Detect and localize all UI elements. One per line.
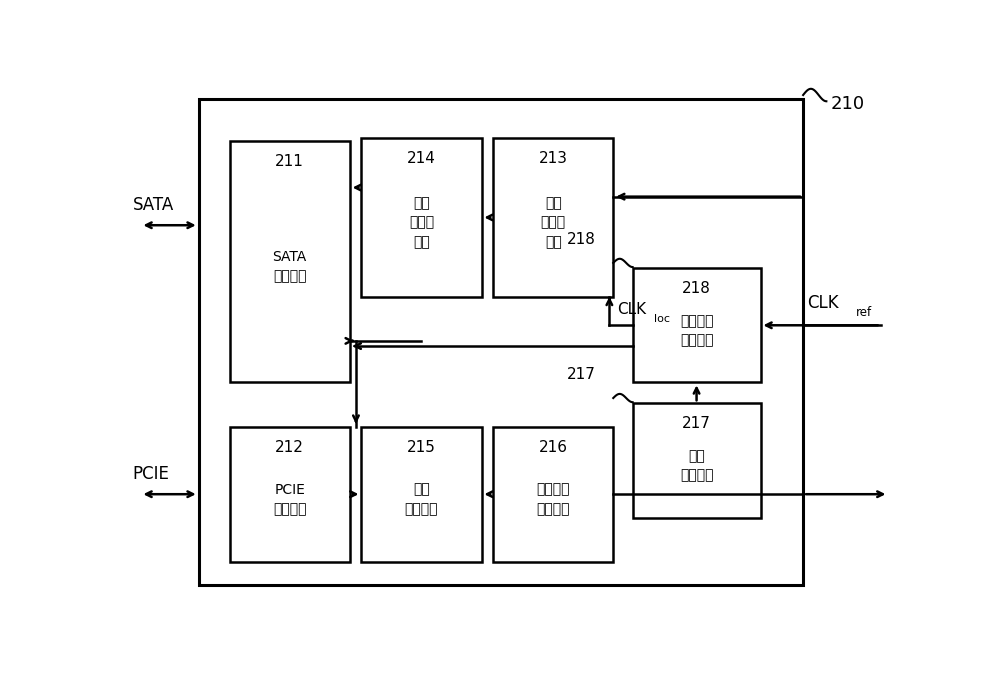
Text: 并行
转串行
模块: 并行 转串行 模块 [541, 196, 566, 249]
Text: 217: 217 [567, 367, 596, 382]
Text: ref: ref [856, 306, 872, 319]
Bar [633, 268, 761, 383]
Text: PCIE
物理接口: PCIE 物理接口 [273, 483, 306, 516]
Bar [361, 427, 482, 562]
Text: 214: 214 [407, 151, 436, 166]
Bar [230, 427, 350, 562]
Text: SATA: SATA [133, 196, 174, 214]
Text: CLK: CLK [807, 294, 839, 313]
Bar [633, 403, 761, 518]
Text: 211: 211 [275, 154, 304, 169]
Text: 模拟
接收模块: 模拟 接收模块 [405, 483, 438, 516]
Bar [361, 138, 482, 297]
Text: 本地时钟
产生模块: 本地时钟 产生模块 [680, 314, 713, 347]
Text: 数据时钟
恢复模块: 数据时钟 恢复模块 [536, 483, 570, 516]
Text: 发送
驱动器
模块: 发送 驱动器 模块 [409, 196, 434, 249]
Text: 217: 217 [682, 416, 711, 431]
Text: 218: 218 [682, 281, 711, 296]
Text: 210: 210 [830, 95, 864, 113]
Bar [230, 141, 350, 383]
Text: 212: 212 [275, 439, 304, 455]
Text: SATA
物理接口: SATA 物理接口 [273, 250, 307, 284]
Text: 215: 215 [407, 439, 436, 455]
Text: loc: loc [654, 314, 670, 324]
Bar [199, 99, 803, 585]
Text: CLK: CLK [617, 302, 646, 317]
Text: 213: 213 [539, 151, 568, 166]
Text: 216: 216 [539, 439, 568, 455]
Bar [493, 427, 613, 562]
Text: 218: 218 [567, 232, 596, 247]
Text: PCIE: PCIE [133, 465, 170, 483]
Bar [493, 138, 613, 297]
Text: 协议
判定模块: 协议 判定模块 [680, 449, 713, 483]
